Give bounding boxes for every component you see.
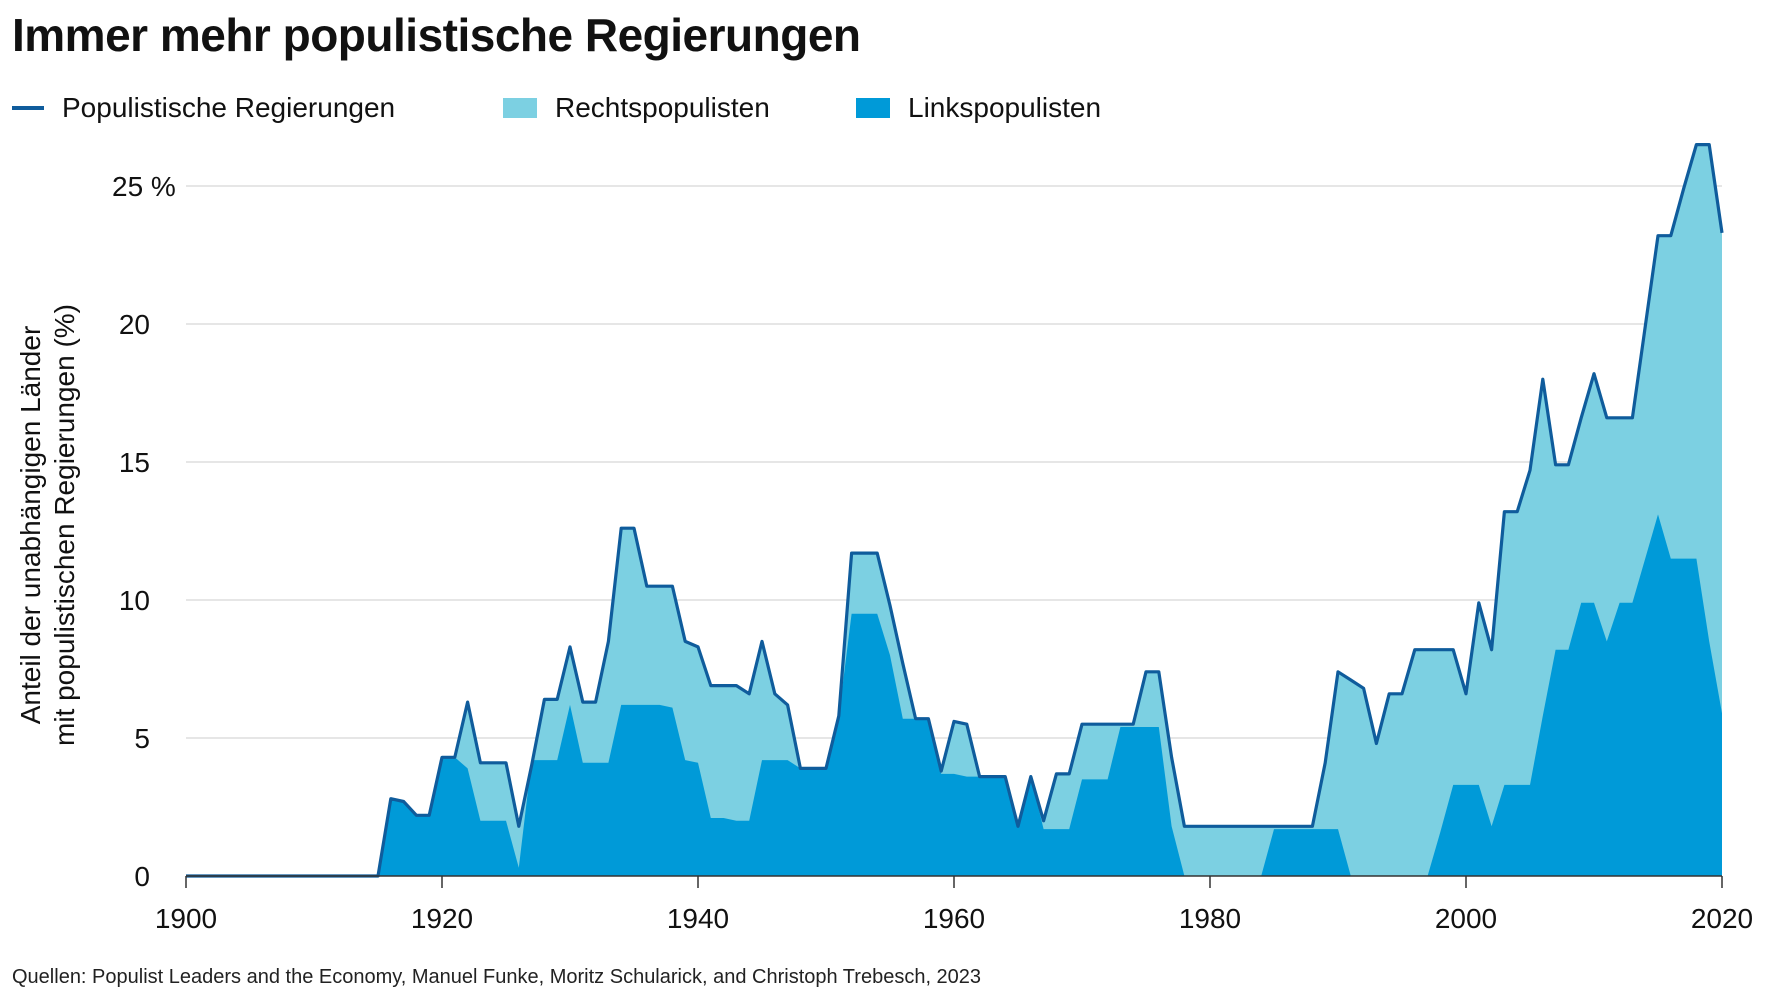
legend-item-populist-line: Populistische Regierungen — [12, 92, 395, 124]
x-tick-label: 1940 — [667, 903, 729, 934]
legend-label: Linkspopulisten — [908, 92, 1102, 123]
x-tick-label: 1920 — [411, 903, 473, 934]
area-rechtspopulisten — [186, 144, 1722, 877]
y-tick-label: 10 — [119, 585, 150, 616]
x-tick-label: 1900 — [155, 903, 217, 934]
y-tick-label: 25 % — [112, 171, 176, 202]
legend-area-swatch — [503, 98, 537, 118]
legend-area-swatch — [856, 98, 890, 118]
legend-label: Populistische Regierungen — [62, 92, 396, 123]
legend-label: Rechtspopulisten — [555, 92, 770, 123]
legend-item-rechts: Rechtspopulisten — [503, 92, 770, 124]
line-populistische-regierungen — [186, 143, 1724, 878]
y-tick-label: 15 — [119, 447, 150, 478]
x-tick-label: 2000 — [1435, 903, 1497, 934]
y-axis-title-line2: mit populistischen Regierungen (%) — [49, 304, 80, 746]
y-tick-label: 20 — [119, 309, 150, 340]
x-tick-label: 2020 — [1691, 903, 1753, 934]
y-tick-label: 5 — [134, 723, 150, 754]
y-tick-label: 0 — [134, 861, 150, 892]
x-tick-label: 1960 — [923, 903, 985, 934]
area-linkspopulisten — [186, 514, 1722, 876]
y-axis-title-line1: Anteil der unabhängigen Länder — [15, 326, 46, 725]
x-tick-label: 1980 — [1179, 903, 1241, 934]
source-note: Quellen: Populist Leaders and the Econom… — [12, 966, 982, 988]
legend-item-links: Linkspopulisten — [856, 92, 1101, 124]
legend-line-swatch — [12, 106, 44, 110]
chart-title: Immer mehr populistische Regierungen — [12, 9, 861, 61]
